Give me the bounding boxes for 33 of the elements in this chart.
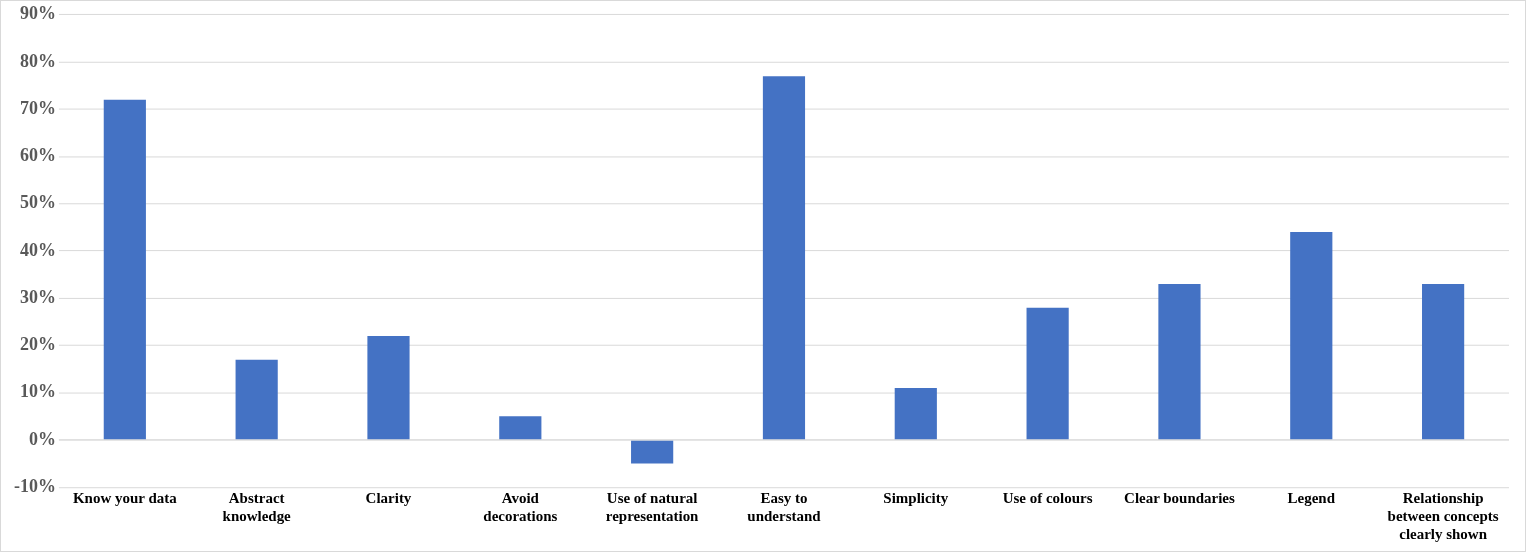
x-tick-label: Simplicity [883,490,949,507]
x-tick-label: Clear boundaries [1124,490,1236,507]
y-tick-label: 60% [20,145,56,166]
y-tick-label: 40% [20,239,56,260]
bar [235,359,278,440]
y-tick-label: 90% [20,3,56,24]
bar [367,336,410,440]
y-tick-label: -10% [14,475,56,496]
y-tick-label: 20% [20,334,56,355]
bar [631,440,674,464]
bar [103,99,146,440]
bar [1290,232,1333,440]
y-tick-label: 80% [20,50,56,71]
x-tick-label: Abstract knowledge [222,490,292,524]
x-tick-label: Clarity [365,490,412,507]
x-tick-label: Use of colours [1002,490,1093,507]
x-tick-label: Legend [1287,490,1336,507]
bar [1422,284,1465,440]
x-tick-label: Know your data [72,490,178,507]
x-tick-label: Avoid decorations [483,490,558,524]
x-tick-label: Use of natural representation [605,490,700,524]
y-tick-label: 30% [20,286,56,307]
bar [499,416,542,440]
y-tick-label: 0% [28,428,56,449]
bar [894,388,937,440]
y-tick-label: 10% [20,381,56,402]
y-tick-label: 70% [20,97,56,118]
y-tick-label: 50% [20,192,56,213]
bar [1158,284,1201,440]
bar [762,76,806,440]
bar [1026,307,1069,440]
x-tick-label: Relationship between concepts clearly shown [1387,490,1499,542]
x-tick-label: Easy to understand [747,490,822,524]
